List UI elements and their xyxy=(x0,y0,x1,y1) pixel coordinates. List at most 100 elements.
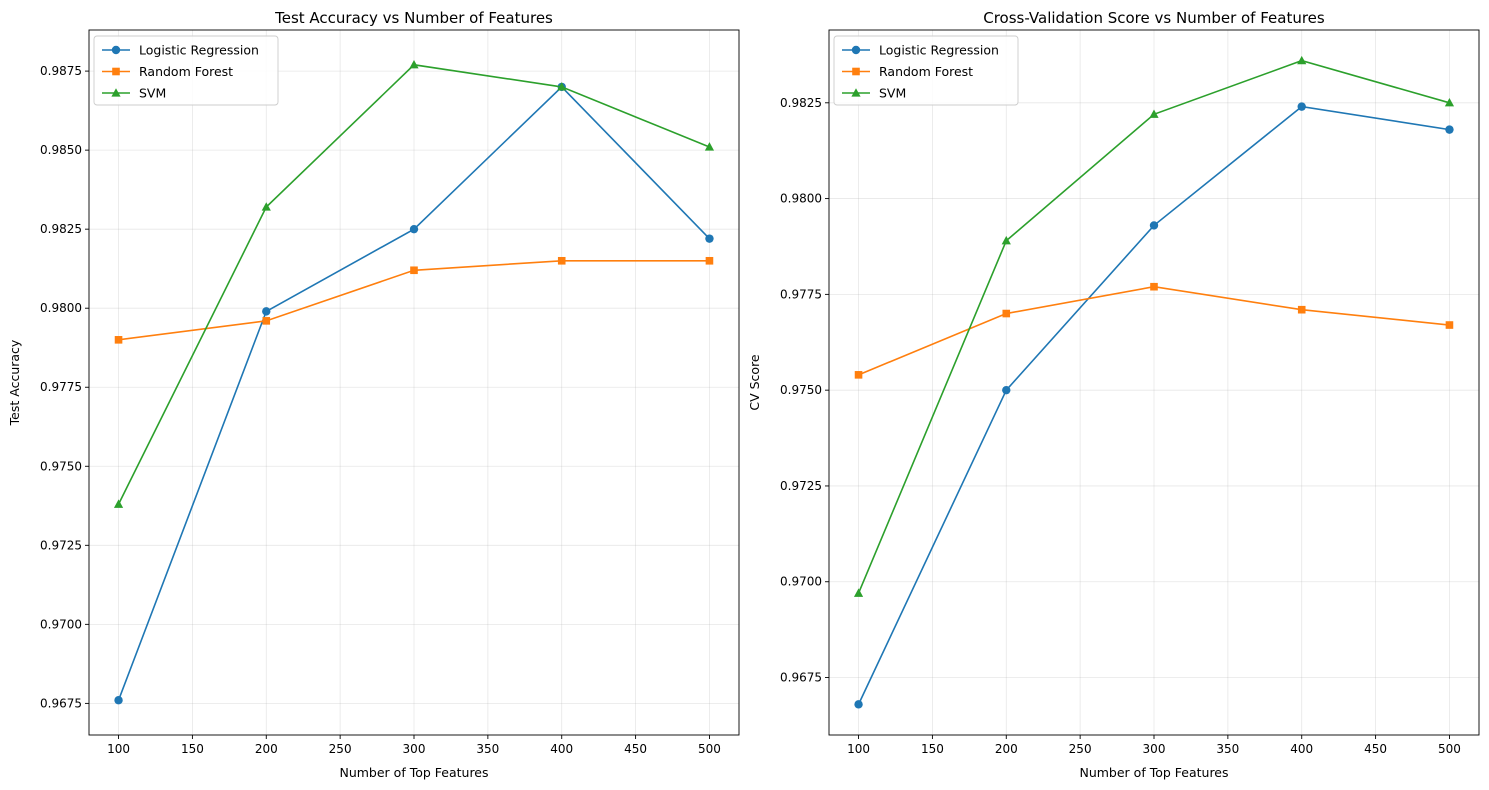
data-point xyxy=(114,336,123,344)
y-tick-label: 0.9700 xyxy=(780,575,822,589)
grid xyxy=(89,30,739,735)
x-tick-label: 100 xyxy=(847,742,870,756)
data-point xyxy=(1444,97,1455,107)
data-point xyxy=(261,202,271,211)
y-axis-label: Test Accuracy xyxy=(7,339,22,426)
y-tick-label: 0.9800 xyxy=(780,192,822,206)
legend-item: Random Forest xyxy=(102,64,233,79)
y-tick-label: 0.9825 xyxy=(780,96,822,110)
legend-marker xyxy=(111,45,121,55)
legend-label: SVM xyxy=(139,86,166,101)
series-svm xyxy=(853,55,1455,597)
legend-item: SVM xyxy=(842,86,906,101)
data-point xyxy=(1002,385,1011,395)
y-tick-label: 0.9750 xyxy=(780,383,822,397)
data-point xyxy=(1297,55,1307,65)
chart-title: Test Accuracy vs Number of Features xyxy=(274,9,553,27)
data-point xyxy=(853,588,864,597)
legend: Logistic Regression Random Forest SVM xyxy=(93,35,279,106)
x-tick-label: 300 xyxy=(403,742,426,756)
series-logistic-regression xyxy=(854,102,1454,709)
x-tick-label: 500 xyxy=(1438,742,1461,756)
legend-item: Logistic Regression xyxy=(842,43,999,58)
data-point xyxy=(1150,282,1158,291)
data-point xyxy=(262,317,271,325)
x-tick-label: 250 xyxy=(329,742,352,756)
data-point xyxy=(1149,221,1159,230)
grid xyxy=(829,30,1479,735)
data-point xyxy=(1445,321,1454,329)
series-svm xyxy=(113,59,715,508)
chart-cv-score: 100 150 200 250 300 350 400 450 500 0.9675 0.9700 0… xyxy=(747,9,1480,780)
y-tick-label: 0.9675 xyxy=(40,696,82,710)
x-tick-label: 150 xyxy=(921,742,944,756)
data-point xyxy=(113,499,124,508)
x-tick-label: 300 xyxy=(1143,742,1166,756)
x-tick-label: 400 xyxy=(1290,742,1313,756)
y-tick-label: 0.9825 xyxy=(40,222,82,236)
legend-item: Logistic Regression xyxy=(102,43,259,58)
x-tick-label: 150 xyxy=(181,742,204,756)
legend-marker xyxy=(852,67,860,76)
y-tick-label: 0.9725 xyxy=(780,479,822,493)
x-tick-label: 200 xyxy=(255,742,278,756)
legend-label: Random Forest xyxy=(139,64,233,79)
y-tick-label: 0.9775 xyxy=(40,380,82,394)
data-point xyxy=(705,256,714,265)
legend-marker xyxy=(111,88,121,97)
x-tick-label: 450 xyxy=(1364,742,1387,756)
data-point xyxy=(854,700,863,709)
x-tick-label: 450 xyxy=(624,742,647,756)
y-tick-label: 0.9850 xyxy=(40,143,82,157)
y-tick-label: 0.9875 xyxy=(40,64,82,78)
x-tick-label: 200 xyxy=(995,742,1018,756)
data-point xyxy=(1149,109,1159,118)
x-tick-label: 500 xyxy=(698,742,721,756)
data-point xyxy=(409,224,419,234)
y-tick-label: 0.9775 xyxy=(780,287,822,301)
legend-label: SVM xyxy=(879,86,906,101)
chart-test-accuracy: 100 150 200 250 300 350 400 450 500 0.9675 0.9700 0… xyxy=(7,9,740,780)
x-tick-label: 350 xyxy=(1216,742,1239,756)
series-logistic-regression xyxy=(114,82,714,705)
data-point xyxy=(1297,102,1306,111)
series-random-forest xyxy=(854,282,1454,379)
x-axis-label: Number of Top Features xyxy=(1079,765,1228,780)
data-point xyxy=(705,234,714,243)
legend-frame xyxy=(93,35,279,106)
legend: Logistic Regression Random Forest SVM xyxy=(833,35,1019,106)
chart-title: Cross-Validation Score vs Number of Feat… xyxy=(983,9,1325,27)
x-axis-label: Number of Top Features xyxy=(339,765,488,780)
legend-marker xyxy=(112,67,120,76)
x-tick-label: 100 xyxy=(107,742,130,756)
x-tick-label: 250 xyxy=(1069,742,1092,756)
legend-marker xyxy=(851,88,861,97)
legend-label: Logistic Regression xyxy=(139,43,259,58)
series-random-forest xyxy=(114,256,714,344)
y-tick-label: 0.9725 xyxy=(40,538,82,552)
data-point xyxy=(409,59,419,69)
data-point xyxy=(1001,235,1011,245)
legend-item: SVM xyxy=(102,86,166,101)
legend-frame xyxy=(833,35,1019,106)
data-point xyxy=(557,82,567,91)
data-point xyxy=(704,142,715,151)
data-point xyxy=(854,371,863,379)
data-point xyxy=(1297,305,1306,314)
legend-label: Random Forest xyxy=(879,64,973,79)
y-tick-label: 0.9800 xyxy=(40,301,82,315)
data-point xyxy=(410,266,418,275)
data-point xyxy=(114,696,123,705)
data-point xyxy=(262,307,271,316)
y-axis-label: CV Score xyxy=(747,354,762,411)
y-tick-label: 0.9675 xyxy=(780,671,822,685)
legend-marker xyxy=(851,45,861,55)
data-point xyxy=(1445,125,1454,134)
x-tick-label: 400 xyxy=(550,742,573,756)
legend-item: Random Forest xyxy=(842,64,973,79)
x-tick-label: 350 xyxy=(476,742,499,756)
data-point xyxy=(1002,309,1011,318)
data-point xyxy=(557,256,566,265)
y-tick-label: 0.9750 xyxy=(40,459,82,473)
